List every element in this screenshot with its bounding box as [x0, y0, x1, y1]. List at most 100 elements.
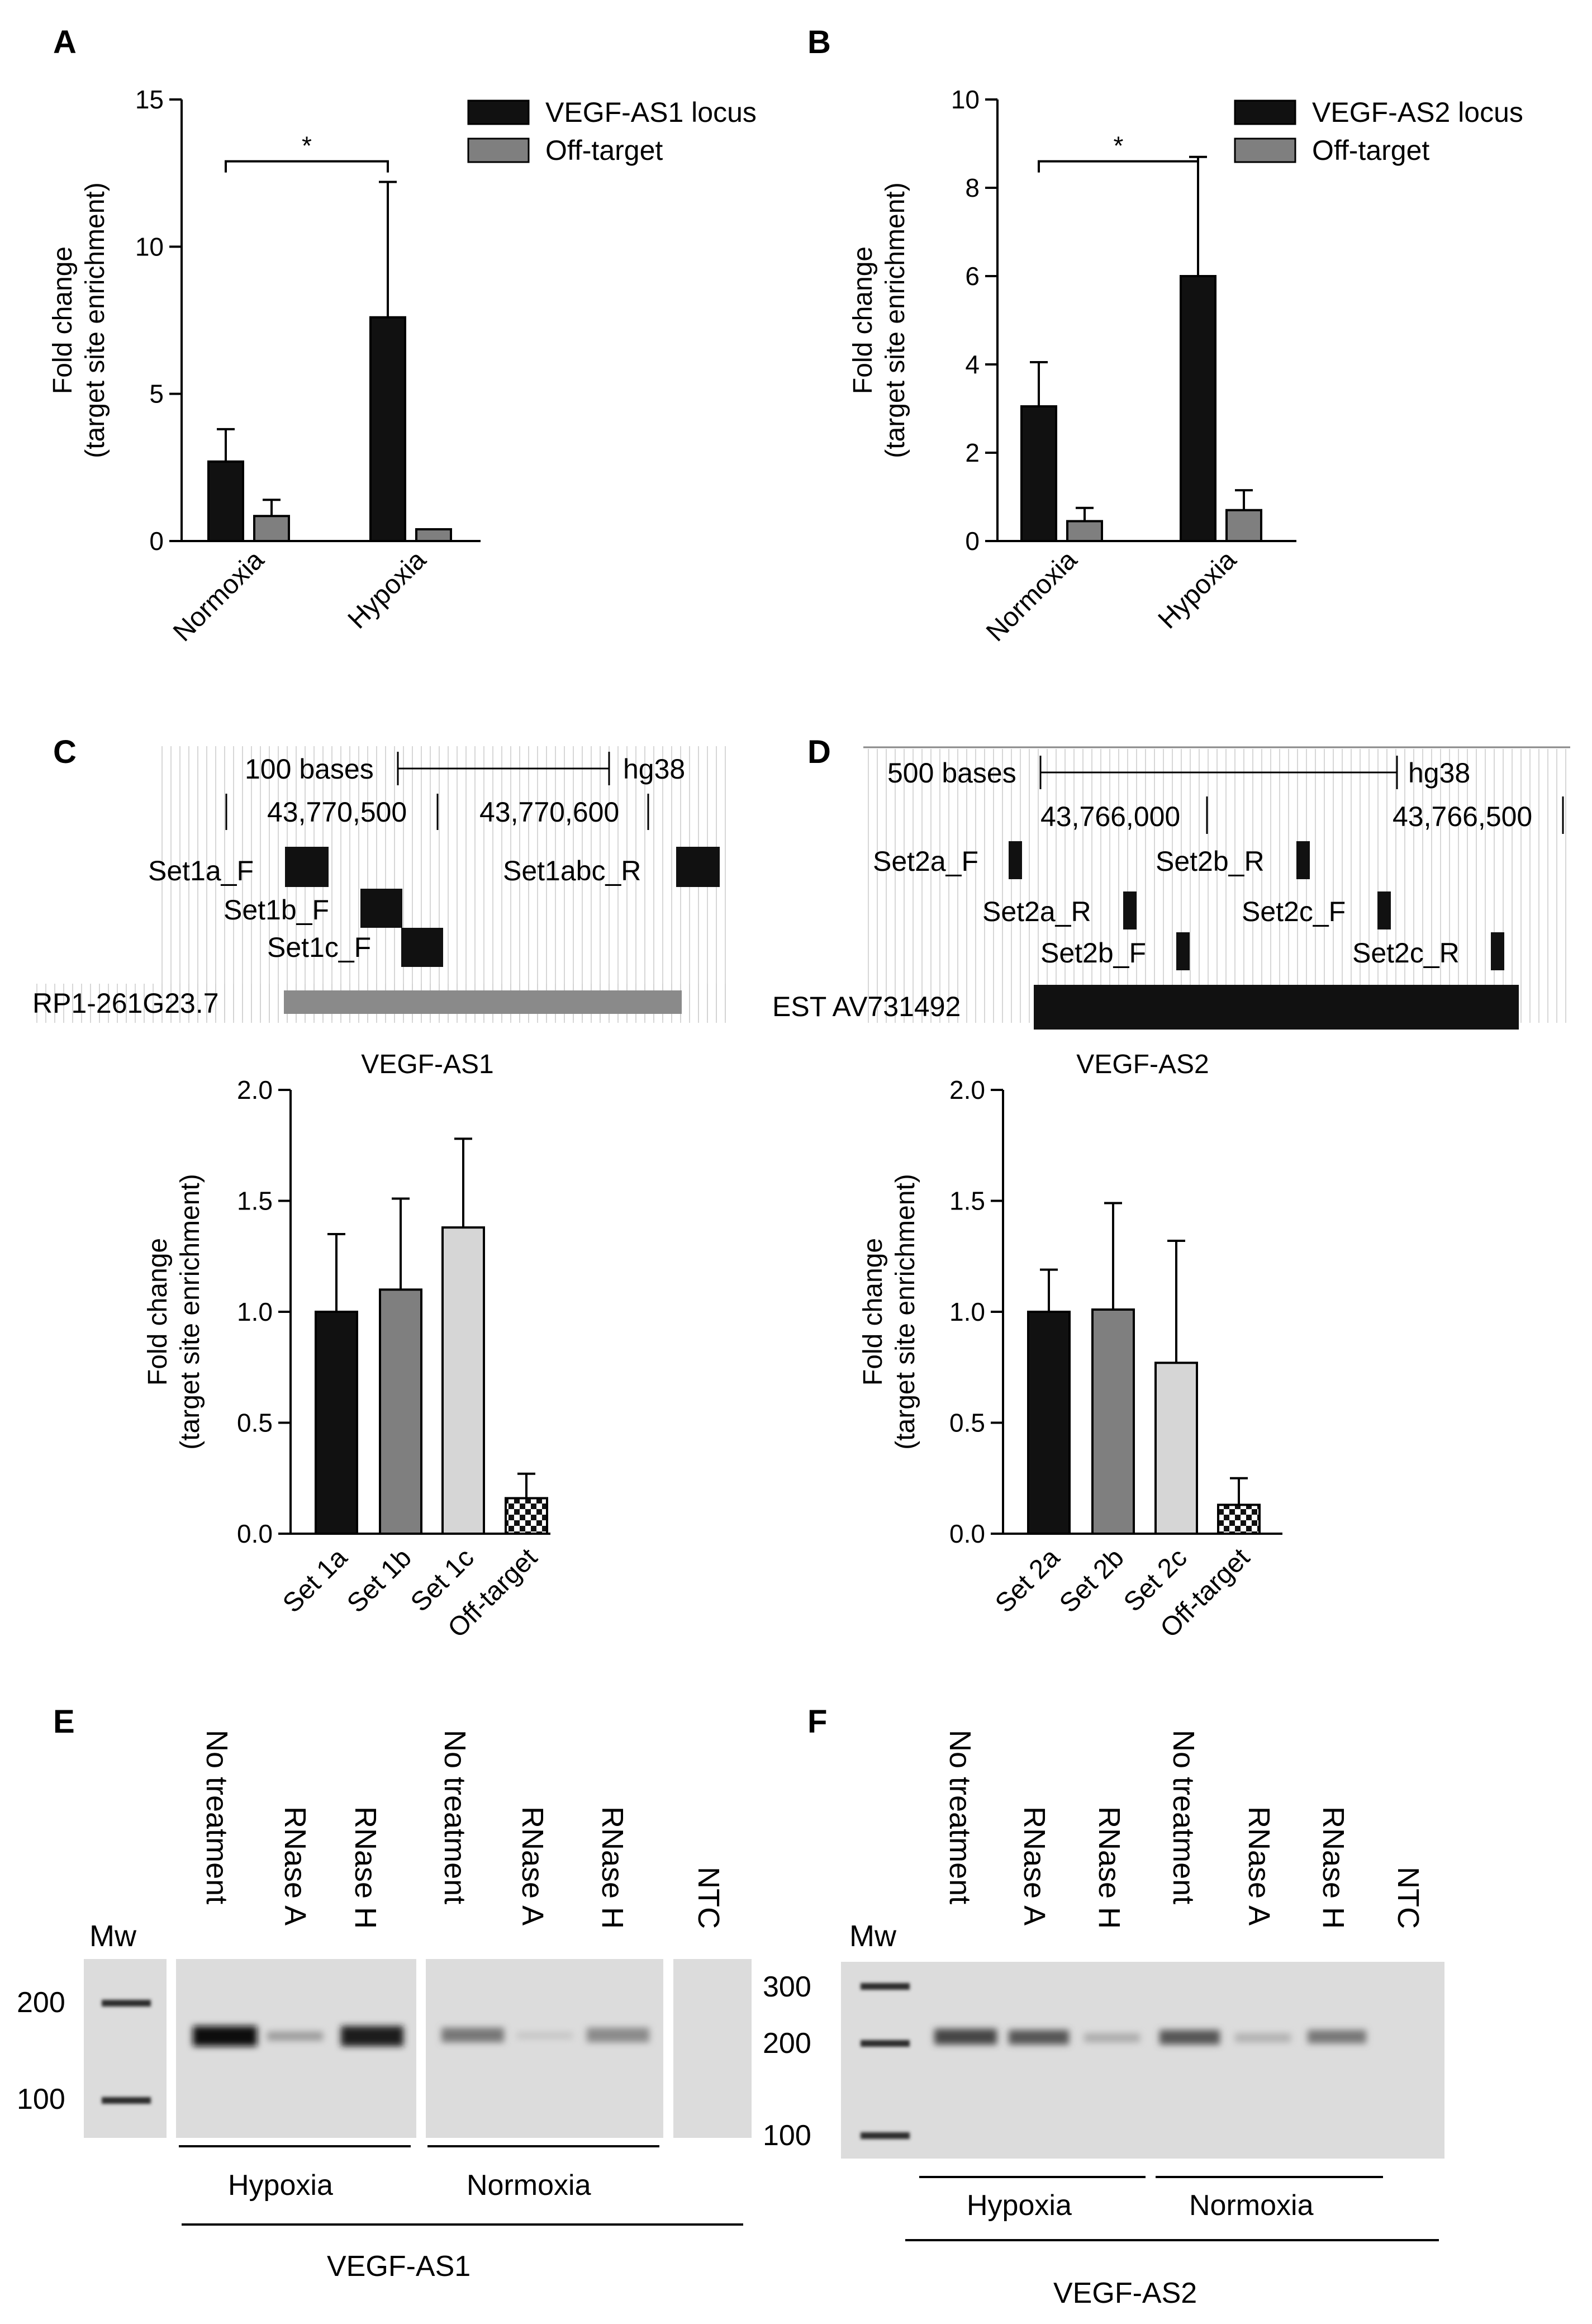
y-tick-label-B-2: 4 [965, 350, 980, 379]
bar-C-off-target [505, 1497, 548, 1535]
y-axis-label-A: Fold change (target site enrichment) [48, 182, 110, 458]
gel-e-band-hyp-rnasea [267, 2032, 323, 2041]
gel-f-group-hypoxia: Hypoxia [967, 2189, 1072, 2222]
gel-e: Mw 200 100 No treatment RNase A RNase H … [17, 1730, 752, 2283]
gel-f-gene: VEGF-AS2 [1053, 2277, 1197, 2309]
gel-f-lane-5: RNase A [1242, 1806, 1276, 1925]
browser-c-track [284, 990, 682, 1014]
panel-label-a: A [53, 24, 77, 60]
panel-label-d: D [807, 734, 831, 770]
gel-f-marker-band-200 [861, 2040, 910, 2047]
primer-set1b-f [360, 889, 402, 928]
panel-label-e: E [53, 1704, 75, 1740]
y-axis-label-B: Fold change (target site enrichment) [848, 182, 910, 458]
gel-f-lane-6: RNase H [1317, 1806, 1350, 1929]
primer-set2c-f [1377, 891, 1391, 929]
legend-swatch-A-0 [467, 99, 530, 125]
y-tick-label-C-1: 0.5 [237, 1408, 273, 1438]
gel-e-lane-7: NTC [692, 1867, 725, 1929]
x-tick-label-B-normoxia: Normoxia [981, 545, 1083, 647]
significance-star-A: * [302, 131, 312, 160]
gel-e-gene: VEGF-AS1 [327, 2250, 471, 2283]
gel-f-band-nor-none [1159, 2030, 1220, 2045]
significance-bracket-B [1038, 160, 1199, 173]
primer-set2c-r-label: Set2c_R [1352, 937, 1460, 969]
x-tick-label-C-set-1a: Set 1a [277, 1543, 353, 1619]
primer-set1a-f [285, 847, 329, 887]
y-axis-label-C: Fold change (target site enrichment) [143, 1174, 205, 1450]
x-tick-label-A-normoxia: Normoxia [168, 545, 270, 647]
primer-set2b-r-label: Set2b_R [1156, 846, 1265, 877]
y-tick-label-B-1: 2 [965, 438, 980, 467]
y-axis-label-line-C-0: Fold change [143, 1238, 173, 1386]
gel-f-lane-7: NTC [1391, 1867, 1425, 1929]
browser-d-coord-2: 43,766,500 [1393, 801, 1532, 832]
bar-B-off-target-hypoxia [1225, 509, 1262, 543]
browser-d-coord-1: 43,766,000 [1040, 801, 1180, 832]
gel-f-lane-4: No treatment [1167, 1730, 1200, 1904]
y-tick-label-D-4: 2.0 [949, 1075, 985, 1104]
bar-B-vegf-as2-locus-normoxia [1020, 405, 1057, 542]
bar-B-off-target-normoxia [1066, 520, 1103, 543]
bar-A-off-target-hypoxia [415, 528, 452, 543]
y-tick-label-D-0: 0.0 [949, 1519, 985, 1548]
gel-e-mw-label: Mw [89, 1919, 137, 1953]
y-axis-label-line-D-1: (target site enrichment) [891, 1174, 920, 1450]
y-tick-label-A-2: 10 [135, 232, 164, 261]
gel-e-piece-ntc [673, 1959, 752, 2138]
bar-C-set-1b [379, 1288, 422, 1535]
y-axis-label-D: Fold change (target site enrichment) [858, 1174, 920, 1450]
panel-label-f: F [807, 1704, 827, 1740]
primer-set1b-f-label: Set1b_F [224, 894, 329, 926]
y-axis-label-line-B-1: (target site enrichment) [881, 182, 910, 458]
x-tick-label-D-set-2a: Set 2a [990, 1543, 1066, 1619]
gel-e-lane-6: RNase H [596, 1806, 629, 1929]
legend-label-B-1: Off-target [1312, 135, 1429, 166]
gel-f-marker-300: 300 [763, 1971, 811, 2003]
primer-set2a-f-label: Set2a_F [873, 846, 978, 877]
bar-D-set-2c [1154, 1362, 1198, 1535]
browser-c-assembly: hg38 [623, 753, 685, 785]
primer-set1c-f-label: Set1c_F [267, 932, 371, 963]
y-tick-label-A-0: 0 [149, 527, 164, 556]
gel-e-group-normoxia: Normoxia [467, 2169, 591, 2202]
bar-D-set-2a [1027, 1311, 1071, 1535]
y-tick-label-D-1: 0.5 [949, 1408, 985, 1438]
browser-c-scale: 100 bases [245, 753, 374, 785]
gel-e-piece-normoxia [426, 1959, 663, 2138]
gel-e-lane-3: RNase H [349, 1806, 382, 1929]
bar-B-vegf-as2-locus-hypoxia [1180, 275, 1216, 542]
y-tick-label-B-0: 0 [965, 527, 980, 556]
legend-swatch-B-1 [1234, 137, 1296, 163]
gel-e-lane-4: No treatment [438, 1730, 472, 1904]
primer-set2c-f-label: Set2c_F [1242, 896, 1346, 927]
gel-f-band-hyp-rnaseh [1084, 2033, 1140, 2042]
legend-label-A-1: Off-target [545, 135, 663, 166]
gel-e-marker-200: 200 [17, 1986, 65, 2019]
y-axis-label-line-C-1: (target site enrichment) [175, 1174, 205, 1450]
primer-set2a-f [1009, 841, 1022, 879]
y-tick-label-B-5: 10 [951, 85, 980, 114]
y-tick-label-B-3: 6 [965, 262, 980, 291]
gel-f-marker-band-300 [861, 1983, 910, 1990]
gel-f-marker-100: 100 [763, 2119, 811, 2152]
browser-c-coord-1: 43,770,500 [267, 796, 407, 828]
bar-D-set-2b [1091, 1308, 1135, 1535]
gel-e-group-hypoxia: Hypoxia [228, 2169, 333, 2202]
gel-e-band-nor-rnasea [517, 2032, 573, 2039]
bar-A-vegf-as1-locus-normoxia [207, 460, 244, 542]
y-tick-label-C-4: 2.0 [237, 1075, 273, 1104]
gel-e-piece-marker [84, 1959, 167, 2138]
primer-set2b-f-label: Set2b_F [1040, 937, 1146, 969]
gel-f: Mw 300 200 100 No treatment RNase A RNas… [763, 1730, 1444, 2309]
bar-A-vegf-as1-locus-hypoxia [369, 316, 406, 542]
chart-a: 0 5 10 15 Fold change (target site enrichment… [48, 85, 757, 647]
y-axis-label-line-A-1: (target site enrichment) [80, 182, 110, 458]
gel-e-marker-100: 100 [17, 2083, 65, 2116]
y-tick-label-B-4: 8 [965, 173, 980, 202]
bar-C-set-1a [315, 1311, 358, 1535]
gel-e-piece-hypoxia [176, 1959, 416, 2138]
gel-f-marker-200: 200 [763, 2027, 811, 2060]
primer-set1abc-r [676, 847, 720, 887]
x-tick-label-A-hypoxia: Hypoxia [343, 545, 432, 634]
